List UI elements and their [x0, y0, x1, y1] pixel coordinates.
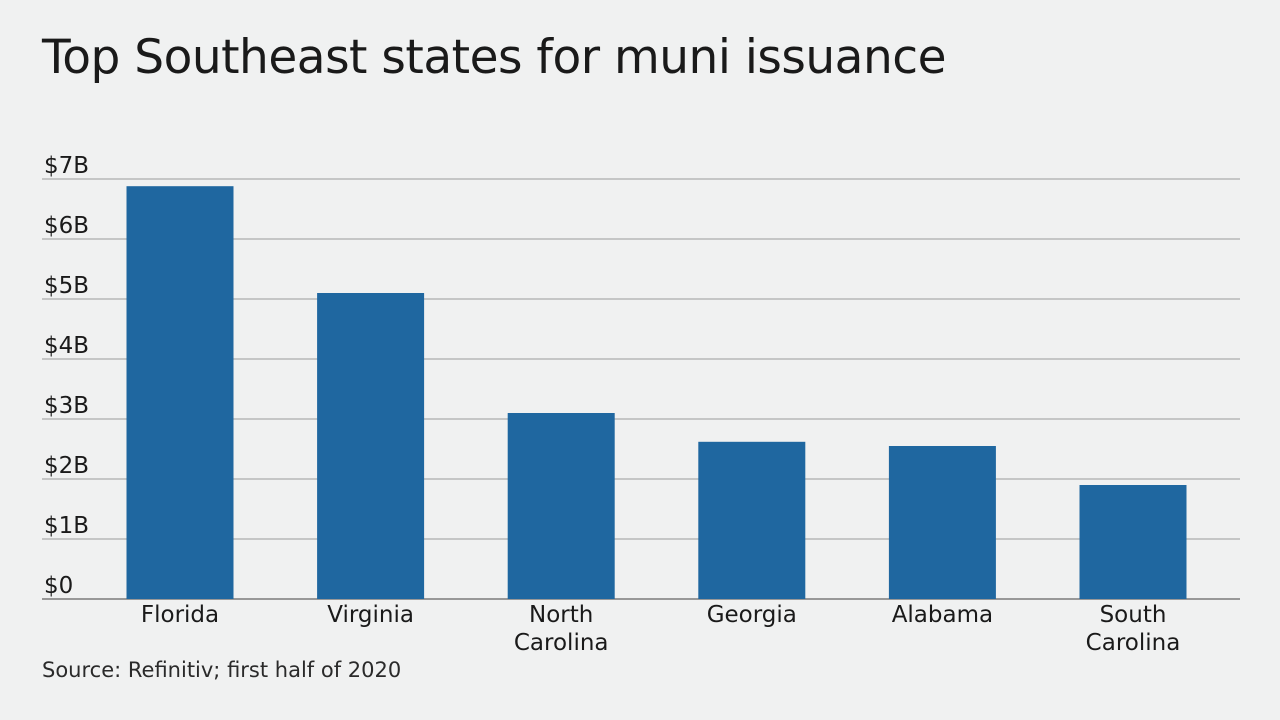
bar — [698, 441, 806, 599]
y-tick-label: $2B — [44, 453, 89, 479]
x-tick-label: Florida — [141, 602, 219, 628]
bar — [317, 293, 425, 599]
bar — [1079, 485, 1187, 599]
x-tick-label: South Carolina — [1086, 602, 1181, 656]
bar — [507, 413, 615, 599]
x-tick-label: Virginia — [327, 602, 414, 628]
bars — [126, 186, 1187, 599]
y-tick-label: $0 — [44, 573, 73, 599]
bar — [888, 446, 996, 599]
x-axis-labels: Florida Virginia North Carolina Georgia Alaba… — [141, 602, 1180, 656]
y-tick-label: $1B — [44, 513, 89, 539]
y-tick-label: $7B — [44, 153, 89, 179]
y-tick-label: $5B — [44, 273, 89, 299]
y-axis-labels: $0 $1B $2B $3B $4B $5B $6B $7B — [44, 153, 89, 599]
x-tick-label: North Carolina — [514, 602, 609, 656]
y-tick-label: $4B — [44, 333, 89, 359]
bar — [126, 186, 234, 599]
chart-title: Top Southeast states for muni issuance — [42, 30, 947, 85]
y-tick-label: $6B — [44, 213, 89, 239]
grid-lines — [42, 178, 1240, 600]
x-tick-label: Alabama — [892, 602, 993, 628]
source-note: Source: Refinitiv; first half of 2020 — [42, 658, 402, 682]
x-tick-label: Georgia — [707, 602, 797, 628]
y-tick-label: $3B — [44, 393, 89, 419]
